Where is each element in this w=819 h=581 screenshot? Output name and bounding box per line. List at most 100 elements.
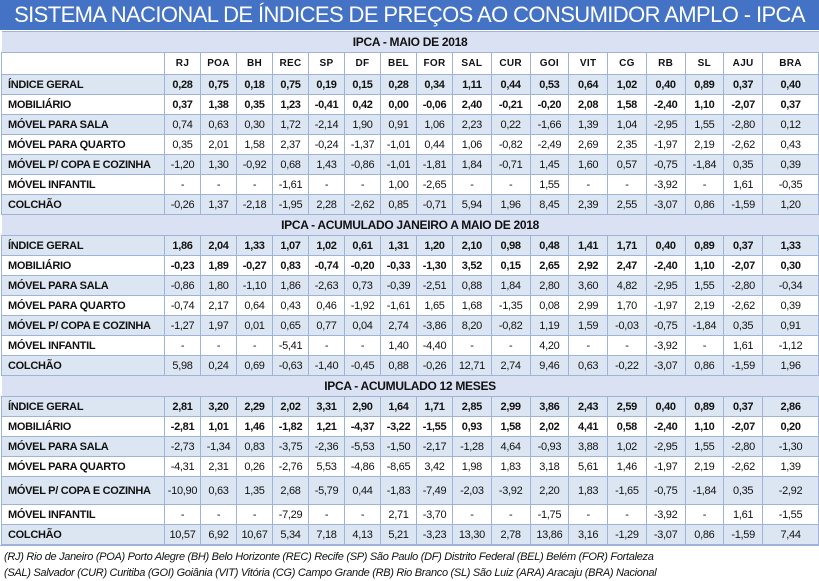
- value-cell: -7,29: [272, 504, 309, 525]
- value-cell: 0,43: [761, 134, 819, 155]
- value-cell: 1,86: [164, 235, 201, 256]
- value-cell: 2,85: [452, 396, 492, 417]
- section-header: IPCA - ACUMULADO JANEIRO A MAIO DE 2018: [1, 214, 819, 236]
- row-label: MÓVEL INFANTIL: [1, 174, 165, 195]
- value-cell: 2,78: [490, 524, 531, 545]
- value-cell: -: [452, 335, 492, 356]
- value-cell: 3,60: [568, 275, 608, 296]
- value-cell: 1,58: [607, 94, 647, 115]
- value-cell: 4,13: [344, 524, 381, 545]
- value-cell: -0,41: [308, 94, 345, 115]
- value-cell: 0,20: [761, 416, 819, 437]
- value-cell: 0,53: [529, 74, 570, 95]
- value-cell: 0,63: [200, 476, 237, 505]
- value-cell: -2,95: [645, 436, 686, 457]
- value-cell: 0,44: [344, 476, 381, 505]
- value-cell: 2,29: [236, 396, 273, 417]
- value-cell: -0,23: [164, 255, 201, 276]
- value-cell: -: [607, 174, 647, 195]
- value-cell: -1,30: [416, 255, 453, 276]
- value-cell: 2,47: [607, 255, 647, 276]
- value-cell: -1,75: [529, 504, 570, 525]
- value-cell: -2,40: [645, 94, 686, 115]
- value-cell: -0,22: [607, 355, 647, 376]
- value-cell: 2,99: [490, 396, 531, 417]
- value-cell: 3,18: [529, 456, 570, 477]
- value-cell: 0,15: [490, 255, 531, 276]
- value-cell: 0,35: [723, 476, 763, 505]
- value-cell: -: [308, 504, 345, 525]
- value-cell: -: [164, 504, 201, 525]
- value-cell: -: [164, 174, 201, 195]
- value-cell: -0,86: [344, 154, 381, 175]
- value-cell: -2,07: [723, 255, 763, 276]
- row-label: MÓVEL P/ COPA E COZINHA: [1, 476, 165, 505]
- value-cell: 1,31: [380, 235, 417, 256]
- value-cell: 5,34: [272, 524, 309, 545]
- table-row: MÓVEL P/ COPA E COZINHA -10,90 0,63 1,35 2,6…: [1, 476, 819, 505]
- value-cell: 3,52: [452, 255, 492, 276]
- value-cell: -1,55: [416, 416, 453, 437]
- row-label: MOBILIÁRIO: [1, 255, 165, 276]
- value-cell: -: [684, 174, 725, 195]
- value-cell: -: [452, 504, 492, 525]
- value-cell: 0,89: [684, 74, 725, 95]
- value-cell: -0,74: [308, 255, 345, 276]
- value-cell: 0,37: [164, 94, 201, 115]
- value-cell: -3,23: [416, 524, 453, 545]
- value-cell: 5,98: [164, 355, 201, 376]
- value-cell: -2,62: [723, 456, 763, 477]
- value-cell: -1,84: [684, 154, 725, 175]
- value-cell: -5,53: [344, 436, 381, 457]
- corner-cell: [1, 52, 165, 75]
- value-cell: -2,62: [723, 134, 763, 155]
- value-cell: 1,97: [200, 315, 237, 336]
- value-cell: -2,62: [723, 295, 763, 316]
- value-cell: -: [490, 504, 531, 525]
- value-cell: 1,71: [416, 396, 453, 417]
- table-row: ÍNDICE GERAL 2,81 3,20 2,29 2,02 3,31 2,90 1,64…: [1, 396, 819, 417]
- row-label: MOBILIÁRIO: [1, 94, 165, 115]
- value-cell: 0,98: [490, 235, 531, 256]
- value-cell: 0,75: [200, 74, 237, 95]
- column-header: VIT: [568, 52, 608, 75]
- value-cell: 1,04: [607, 114, 647, 135]
- value-cell: 1,61: [723, 335, 763, 356]
- value-cell: 0,37: [723, 396, 763, 417]
- row-label: ÍNDICE GERAL: [1, 396, 165, 417]
- value-cell: 2,08: [568, 94, 608, 115]
- value-cell: -4,31: [164, 456, 201, 477]
- value-cell: 1,55: [684, 275, 725, 296]
- column-header: CUR: [490, 52, 531, 75]
- value-cell: 1,38: [200, 94, 237, 115]
- table-row: MÓVEL P/ COPA E COZINHA -1,27 1,97 0,01 0,65…: [1, 315, 819, 336]
- value-cell: -3,92: [490, 476, 531, 505]
- value-cell: -4,40: [416, 335, 453, 356]
- value-cell: 2,02: [272, 396, 309, 417]
- value-cell: 0,24: [200, 355, 237, 376]
- value-cell: -1,66: [529, 114, 570, 135]
- value-cell: 0,69: [236, 355, 273, 376]
- value-cell: 1,10: [684, 416, 725, 437]
- column-header: BRA: [761, 52, 819, 75]
- value-cell: -: [684, 504, 725, 525]
- value-cell: 0,35: [164, 134, 201, 155]
- table-row: COLCHÃO -0,26 1,37 -2,18 -1,95 2,28 -2,62 0,85-…: [1, 194, 819, 215]
- value-cell: 1,72: [272, 114, 309, 135]
- value-cell: 2,10: [452, 235, 492, 256]
- value-cell: 2,68: [272, 476, 309, 505]
- value-cell: 4,64: [490, 436, 531, 457]
- value-cell: 2,65: [529, 255, 570, 276]
- value-cell: -0,26: [164, 194, 201, 215]
- value-cell: 0,30: [761, 255, 819, 276]
- section-header: IPCA - MAIO DE 2018: [1, 31, 819, 53]
- value-cell: 2,19: [684, 295, 725, 316]
- value-cell: 0,89: [684, 396, 725, 417]
- value-cell: -1,27: [164, 315, 201, 336]
- value-cell: 1,84: [452, 154, 492, 175]
- value-cell: 2,20: [529, 476, 570, 505]
- value-cell: 1,84: [490, 275, 531, 296]
- value-cell: -0,26: [416, 355, 453, 376]
- value-cell: -0,35: [761, 174, 819, 195]
- value-cell: 0,77: [308, 315, 345, 336]
